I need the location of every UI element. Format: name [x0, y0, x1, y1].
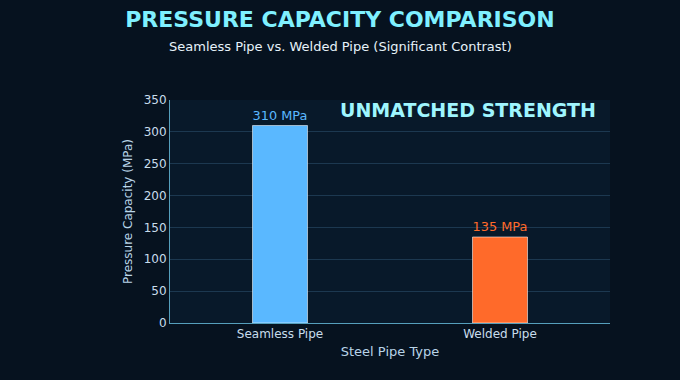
svg-text:0: 0: [159, 316, 167, 330]
svg-text:50: 50: [151, 284, 166, 298]
svg-text:350: 350: [144, 93, 167, 107]
svg-text:135 MPa: 135 MPa: [473, 219, 528, 234]
svg-text:Welded Pipe: Welded Pipe: [463, 327, 537, 341]
svg-text:Seamless Pipe vs. Welded Pipe: Seamless Pipe vs. Welded Pipe (Significa…: [169, 39, 512, 54]
svg-text:200: 200: [144, 189, 167, 203]
svg-text:300: 300: [144, 125, 167, 139]
svg-text:UNMATCHED STRENGTH: UNMATCHED STRENGTH: [340, 99, 596, 121]
svg-text:Pressure Capacity (MPa): Pressure Capacity (MPa): [121, 139, 135, 284]
svg-text:250: 250: [144, 157, 167, 171]
svg-text:310 MPa: 310 MPa: [253, 108, 308, 123]
svg-text:Steel Pipe Type: Steel Pipe Type: [341, 344, 440, 359]
svg-text:PRESSURE CAPACITY COMPARISON: PRESSURE CAPACITY COMPARISON: [125, 7, 554, 32]
svg-text:Seamless Pipe: Seamless Pipe: [237, 327, 323, 341]
svg-text:150: 150: [144, 221, 167, 235]
svg-text:100: 100: [144, 252, 167, 266]
